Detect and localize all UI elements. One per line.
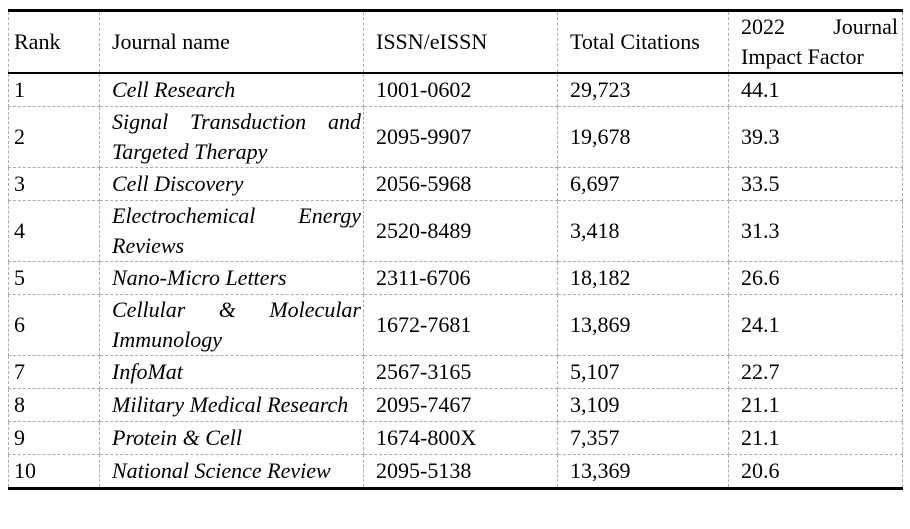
rank-cell: 3: [8, 167, 100, 201]
rank-cell: 10: [8, 454, 100, 489]
citations-cell: 29,723: [557, 72, 729, 107]
journal-name-cell: Signal Transduction and Targeted Therapy: [99, 106, 364, 168]
table-row: 4 Electrochemical Energy Reviews 2520-84…: [8, 200, 903, 262]
citations-cell: 18,182: [557, 261, 729, 295]
col-header-rank: Rank: [8, 10, 100, 74]
issn-cell: 1674-800X: [363, 421, 558, 455]
impact-factor-cell: 22.7: [728, 355, 903, 389]
citations-cell: 3,109: [557, 388, 729, 422]
rank-cell: 8: [8, 388, 100, 422]
journal-name-cell: National Science Review: [99, 454, 364, 489]
journal-name-cell: Nano-Micro Letters: [99, 261, 364, 295]
issn-cell: 2311-6706: [363, 261, 558, 295]
impact-factor-cell: 33.5: [728, 167, 903, 201]
table-row: 9 Protein & Cell 1674-800X 7,357 21.1: [8, 421, 903, 455]
table-row: 2 Signal Transduction and Targeted Thera…: [8, 106, 903, 168]
rank-cell: 5: [8, 261, 100, 295]
impact-factor-cell: 21.1: [728, 388, 903, 422]
issn-cell: 2056-5968: [363, 167, 558, 201]
citations-cell: 13,369: [557, 454, 729, 489]
impact-factor-cell: 31.3: [728, 200, 903, 262]
col-header-issn: ISSN/eISSN: [363, 10, 558, 74]
header-row: Rank Journal name ISSN/eISSN Total Citat…: [8, 10, 903, 74]
impact-factor-cell: 20.6: [728, 454, 903, 489]
journal-name-cell: Protein & Cell: [99, 421, 364, 455]
impact-factor-cell: 26.6: [728, 261, 903, 295]
rank-cell: 9: [8, 421, 100, 455]
rank-cell: 4: [8, 200, 100, 262]
table-row: 5 Nano-Micro Letters 2311-6706 18,182 26…: [8, 261, 903, 295]
table-row: 8 Military Medical Research 2095-7467 3,…: [8, 388, 903, 422]
issn-cell: 2520-8489: [363, 200, 558, 262]
rank-cell: 1: [8, 72, 100, 107]
citations-cell: 5,107: [557, 355, 729, 389]
col-header-total-citations: Total Citations: [557, 10, 729, 74]
table-row: 1 Cell Research 1001-0602 29,723 44.1: [8, 72, 903, 107]
issn-cell: 2095-7467: [363, 388, 558, 422]
rank-cell: 2: [8, 106, 100, 168]
journal-impact-factor-table: Rank Journal name ISSN/eISSN Total Citat…: [8, 9, 903, 490]
citations-cell: 7,357: [557, 421, 729, 455]
impact-factor-cell: 24.1: [728, 294, 903, 356]
journal-name-cell: Cell Discovery: [99, 167, 364, 201]
rank-cell: 6: [8, 294, 100, 356]
impact-factor-cell: 44.1: [728, 72, 903, 107]
citations-cell: 13,869: [557, 294, 729, 356]
journal-name-cell: Cellular & Molecular Immunology: [99, 294, 364, 356]
issn-cell: 2095-5138: [363, 454, 558, 489]
table-row: 3 Cell Discovery 2056-5968 6,697 33.5: [8, 167, 903, 201]
rank-cell: 7: [8, 355, 100, 389]
table-body: 1 Cell Research 1001-0602 29,723 44.1 2 …: [8, 72, 903, 489]
issn-cell: 2095-9907: [363, 106, 558, 168]
impact-factor-cell: 39.3: [728, 106, 903, 168]
col-header-impact-factor: 2022 Journal Impact Factor: [728, 10, 903, 74]
issn-cell: 1001-0602: [363, 72, 558, 107]
impact-factor-cell: 21.1: [728, 421, 903, 455]
table-row: 6 Cellular & Molecular Immunology 1672-7…: [8, 294, 903, 356]
journal-name-cell: Cell Research: [99, 72, 364, 107]
citations-cell: 3,418: [557, 200, 729, 262]
journal-name-cell: Electrochemical Energy Reviews: [99, 200, 364, 262]
issn-cell: 2567-3165: [363, 355, 558, 389]
table-header: Rank Journal name ISSN/eISSN Total Citat…: [8, 10, 903, 74]
col-header-journal-name: Journal name: [99, 10, 364, 74]
citations-cell: 19,678: [557, 106, 729, 168]
table-row: 10 National Science Review 2095-5138 13,…: [8, 454, 903, 489]
table-row: 7 InfoMat 2567-3165 5,107 22.7: [8, 355, 903, 389]
issn-cell: 1672-7681: [363, 294, 558, 356]
journal-name-cell: Military Medical Research: [99, 388, 364, 422]
journal-name-cell: InfoMat: [99, 355, 364, 389]
citations-cell: 6,697: [557, 167, 729, 201]
